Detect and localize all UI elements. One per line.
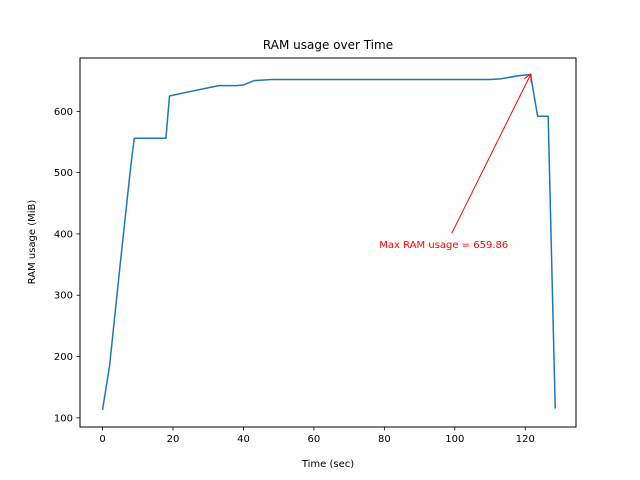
y-axis-label: RAM usage (MiB): [27, 200, 38, 285]
x-tick-label: 80: [378, 434, 391, 445]
y-tick-label: 200: [54, 352, 73, 363]
annotation-arrow: [451, 75, 531, 234]
y-tick-label: 500: [54, 168, 73, 179]
y-tick-label: 400: [54, 229, 73, 240]
max-annotation: Max RAM usage = 659.86: [379, 75, 530, 251]
x-tick-label: 20: [167, 434, 180, 445]
y-tick-label: 100: [54, 413, 73, 424]
x-tick-label: 0: [99, 434, 105, 445]
x-axis-label: Time (sec): [301, 459, 354, 470]
annotation-label: Max RAM usage = 659.86: [379, 240, 508, 251]
x-tick-label: 100: [445, 434, 464, 445]
x-tick-label: 60: [308, 434, 321, 445]
x-tick-label: 40: [237, 434, 250, 445]
chart-title: RAM usage over Time: [263, 38, 393, 52]
y-tick-label: 600: [54, 107, 73, 118]
x-tick-label: 120: [516, 434, 535, 445]
plot-frame: [79, 57, 577, 428]
x-axis: 0 20 40 60 80 100 120: [99, 427, 535, 445]
y-tick-label: 300: [54, 291, 73, 302]
y-axis: 100 200 300 400 500 600: [54, 107, 80, 424]
